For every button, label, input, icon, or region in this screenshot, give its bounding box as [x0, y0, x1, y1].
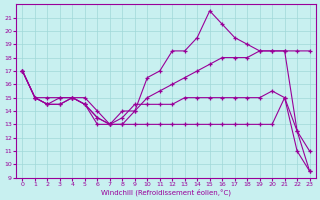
- X-axis label: Windchill (Refroidissement éolien,°C): Windchill (Refroidissement éolien,°C): [101, 188, 231, 196]
